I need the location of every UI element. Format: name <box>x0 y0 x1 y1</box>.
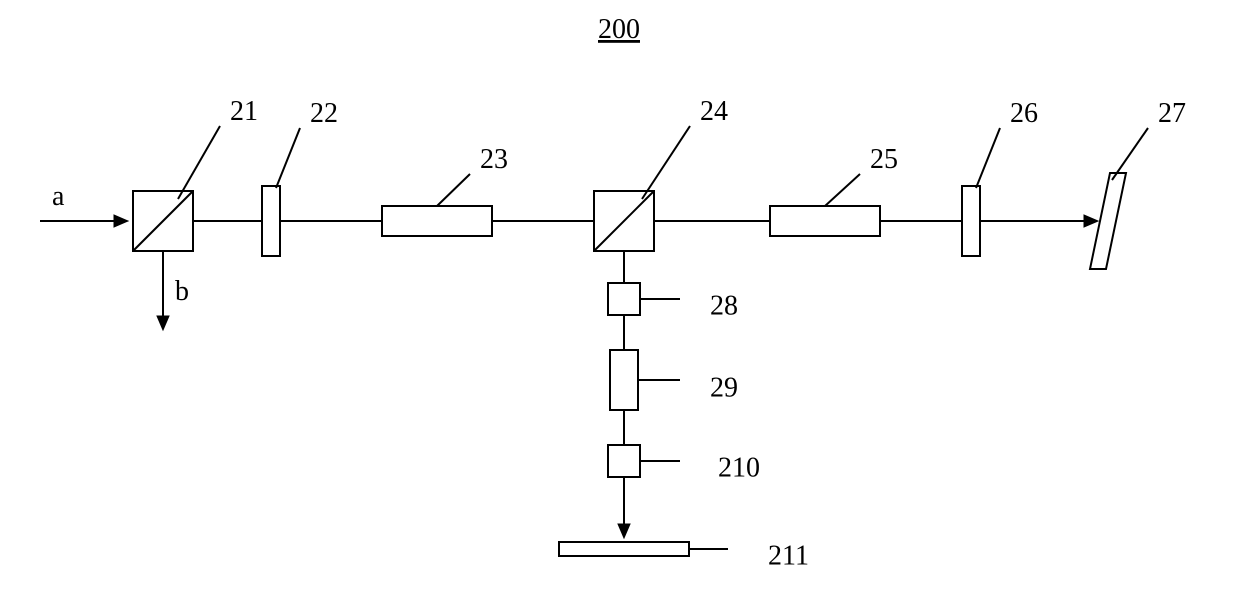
svg-text:28: 28 <box>710 290 738 321</box>
svg-text:211: 211 <box>768 540 809 571</box>
svg-text:200: 200 <box>598 14 640 45</box>
svg-text:27: 27 <box>1158 98 1186 129</box>
svg-text:25: 25 <box>870 144 898 175</box>
svg-text:a: a <box>52 181 65 212</box>
svg-text:210: 210 <box>718 452 760 483</box>
svg-text:22: 22 <box>310 98 338 129</box>
svg-text:29: 29 <box>710 372 738 403</box>
svg-text:26: 26 <box>1010 98 1038 129</box>
svg-text:21: 21 <box>230 96 258 127</box>
diagram-canvas: 200 21 22 23 24 25 26 27 28 29 210 211 a b <box>0 0 1239 603</box>
svg-text:24: 24 <box>700 96 728 127</box>
svg-text:b: b <box>175 276 189 307</box>
svg-text:23: 23 <box>480 144 508 175</box>
